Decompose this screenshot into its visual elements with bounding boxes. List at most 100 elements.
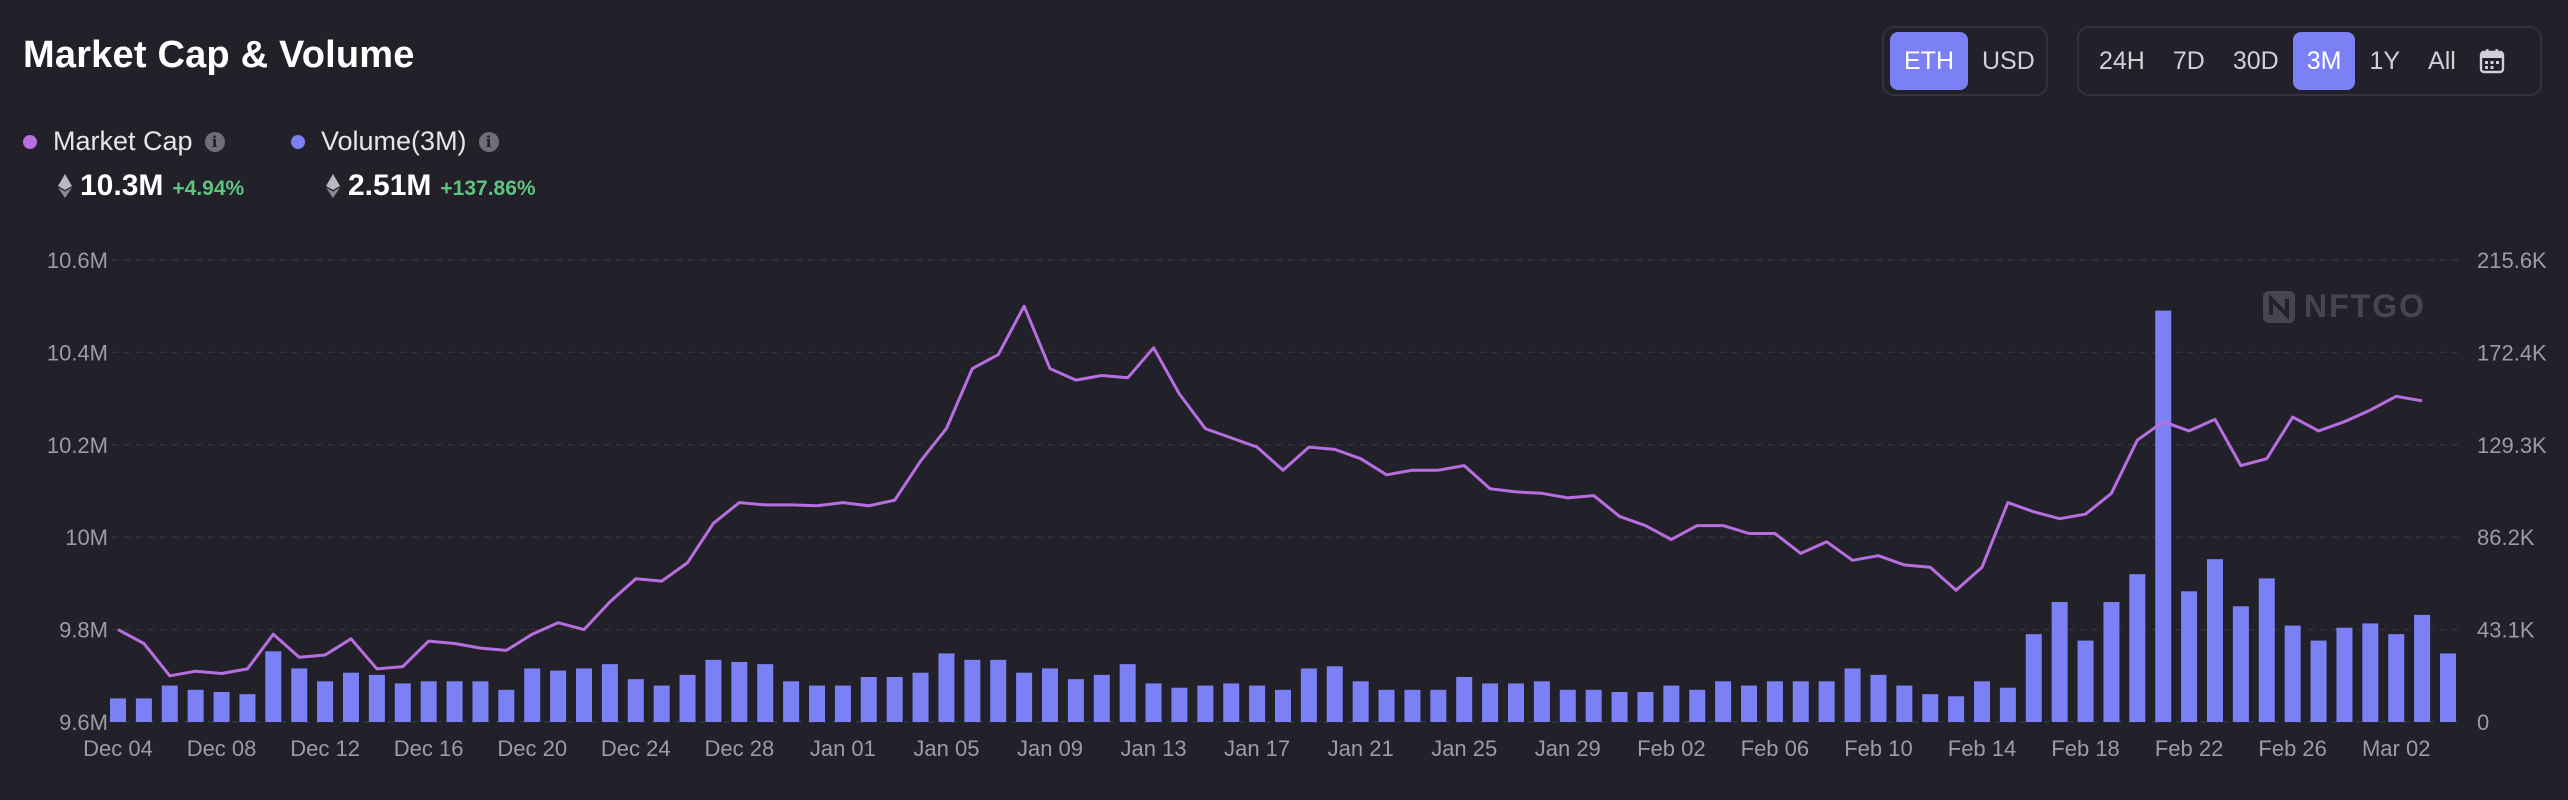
volume-bar [2284,625,2301,722]
volume-bar [1741,685,1757,722]
x-tick-label: Jan 13 [1121,736,1187,761]
x-tick-label: Jan 21 [1328,736,1394,761]
y-left-tick-label: 10.6M [47,248,108,273]
legend-market-cap[interactable]: Market Cap i 10.3M +4.94% [23,126,244,203]
y-left-tick-label: 10M [65,525,108,550]
volume-bar [1611,692,1628,722]
legend-volume[interactable]: Volume(3M) i 2.51M +137.86% [291,126,536,203]
y-left-tick-label: 9.8M [59,618,108,643]
volume-bar [1974,681,1990,722]
y-right-tick-label: 43.1K [2477,618,2535,643]
x-tick-label: Feb 14 [1948,736,2017,761]
range-7d-button[interactable]: 7D [2159,32,2219,90]
volume-value: 2.51M [348,169,432,202]
x-tick-label: Dec 12 [290,736,360,761]
volume-bar [1223,683,1240,722]
y-left-tick-label: 9.6M [59,710,108,735]
range-24h-button[interactable]: 24H [2085,32,2159,90]
volume-bar [1067,679,1084,722]
x-tick-label: Dec 16 [394,736,464,761]
volume-bar [601,664,618,722]
x-tick-label: Dec 24 [601,736,671,761]
y-left-tick-label: 10.4M [47,340,108,365]
volume-bar [1145,683,1162,722]
x-tick-label: Jan 01 [810,736,876,761]
volume-bar [1533,681,1550,722]
volume-bar [239,694,256,722]
calendar-icon[interactable] [2472,41,2512,81]
eth-icon [326,174,340,198]
currency-eth-button[interactable]: ETH [1890,32,1968,90]
x-tick-label: Jan 17 [1224,736,1290,761]
nftgo-logo-icon [2263,290,2295,323]
volume-bar [731,662,748,722]
x-tick-label: Feb 10 [1844,736,1913,761]
market-cap-change: +4.94% [172,177,245,200]
range-30d-button[interactable]: 30D [2219,32,2293,90]
volume-bar [368,674,385,722]
volume-bar [1378,689,1395,722]
range-1y-button[interactable]: 1Y [2355,32,2414,90]
y-right-tick-label: 172.4K [2477,340,2547,365]
volume-bar [653,685,670,722]
volume-bar [1404,689,1421,722]
currency-usd-button[interactable]: USD [1968,32,2049,90]
volume-bar [783,681,800,722]
volume-bar [213,692,230,722]
volume-bar [1197,685,1214,722]
chart-title: Market Cap & Volume [23,34,415,76]
volume-bar [1844,668,1861,722]
volume-bar [1559,689,1576,722]
market-cap-series-line [117,304,2423,678]
range-3m-button[interactable]: 3M [2292,32,2356,90]
volume-bar [317,681,334,722]
eth-icon [58,174,72,198]
volume-bar [1430,689,1447,722]
x-tick-label: Mar 02 [2362,736,2430,761]
x-tick-label: Dec 08 [187,736,257,761]
y-left-tick-label: 10.2M [47,433,108,458]
market-cap-value: 10.3M [80,169,164,202]
volume-bar [420,681,437,722]
y-right-tick-label: 129.3K [2477,433,2547,458]
volume-bar [1249,685,1266,722]
volume-bar [2388,634,2405,722]
volume-bar [757,664,774,722]
x-tick-label: Jan 09 [1017,736,1083,761]
volume-bar [2103,602,2120,722]
y-right-tick-label: 0 [2477,710,2489,735]
volume-bar [1171,687,1188,722]
volume-bar [187,689,204,722]
volume-bar [576,668,592,722]
x-tick-label: Jan 29 [1535,736,1601,761]
volume-bar [1870,674,1887,722]
volume-bar [2232,606,2249,722]
volume-bar [1482,683,1499,722]
y-right-tick-label: 215.6K [2477,248,2547,273]
volume-bar [2362,623,2379,722]
volume-bar [886,677,903,722]
info-icon[interactable]: i [478,131,499,152]
volume-bar [809,685,825,722]
volume-bar [1689,689,1706,722]
x-tick-label: Jan 05 [913,736,979,761]
volume-bar [1326,666,1343,722]
market-cap-line [117,304,2423,678]
volume-bar [1663,685,1680,722]
volume-bar [498,689,515,722]
volume-bar [2051,602,2068,722]
volume-bar [1999,687,2016,722]
x-tick-label: Dec 28 [704,736,774,761]
volume-bar [2077,640,2094,722]
info-icon[interactable]: i [204,131,225,152]
volume-label: Volume(3M) [321,126,467,156]
range-all-button[interactable]: All [2414,32,2470,90]
volume-bar [1016,672,1033,722]
volume-bar [834,685,851,722]
volume-bar [1093,674,1110,722]
volume-bar [1508,683,1524,722]
volume-bar [705,659,722,722]
volume-legend-dot [291,134,305,149]
currency-toggle: ETH USD [1882,26,2048,96]
